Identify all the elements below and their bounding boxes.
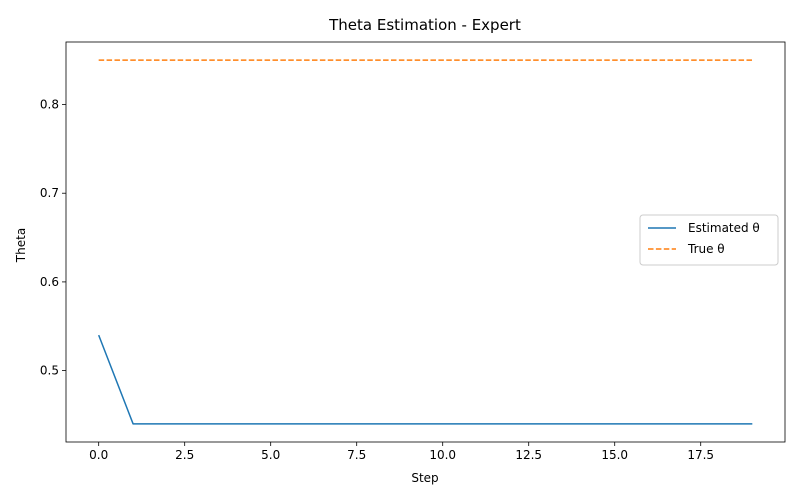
chart-title: Theta Estimation - Expert [328,16,521,34]
x-tick-label: 10.0 [429,448,456,462]
legend-label-1: True θ [687,242,725,256]
x-tick-label: 15.0 [601,448,628,462]
legend: Estimated θ True θ [639,214,779,266]
legend-label-0: Estimated θ [688,221,760,235]
axes-frame [65,41,786,443]
y-tick-label: 0.5 [40,364,59,378]
y-tick-label: 0.8 [40,98,59,112]
y-tick-label: 0.7 [40,186,59,200]
x-tick-label: 7.5 [347,448,366,462]
series-line-0 [97,334,753,425]
x-tick-label: 0.0 [89,448,108,462]
x-axis-label: Step [411,471,438,485]
x-tick-label: 2.5 [175,448,194,462]
x-tick-label: 5.0 [261,448,280,462]
x-tick-label: 12.5 [515,448,542,462]
plot-area: 0.0 2.5 5.0 7.5 10.0 12.5 15.0 17.5 0.5 0.6 0.7 0.8 [40,41,786,462]
x-tick-label: 17.5 [687,448,714,462]
y-tick-label: 0.6 [40,275,59,289]
y-axis-label: Theta [14,228,28,263]
